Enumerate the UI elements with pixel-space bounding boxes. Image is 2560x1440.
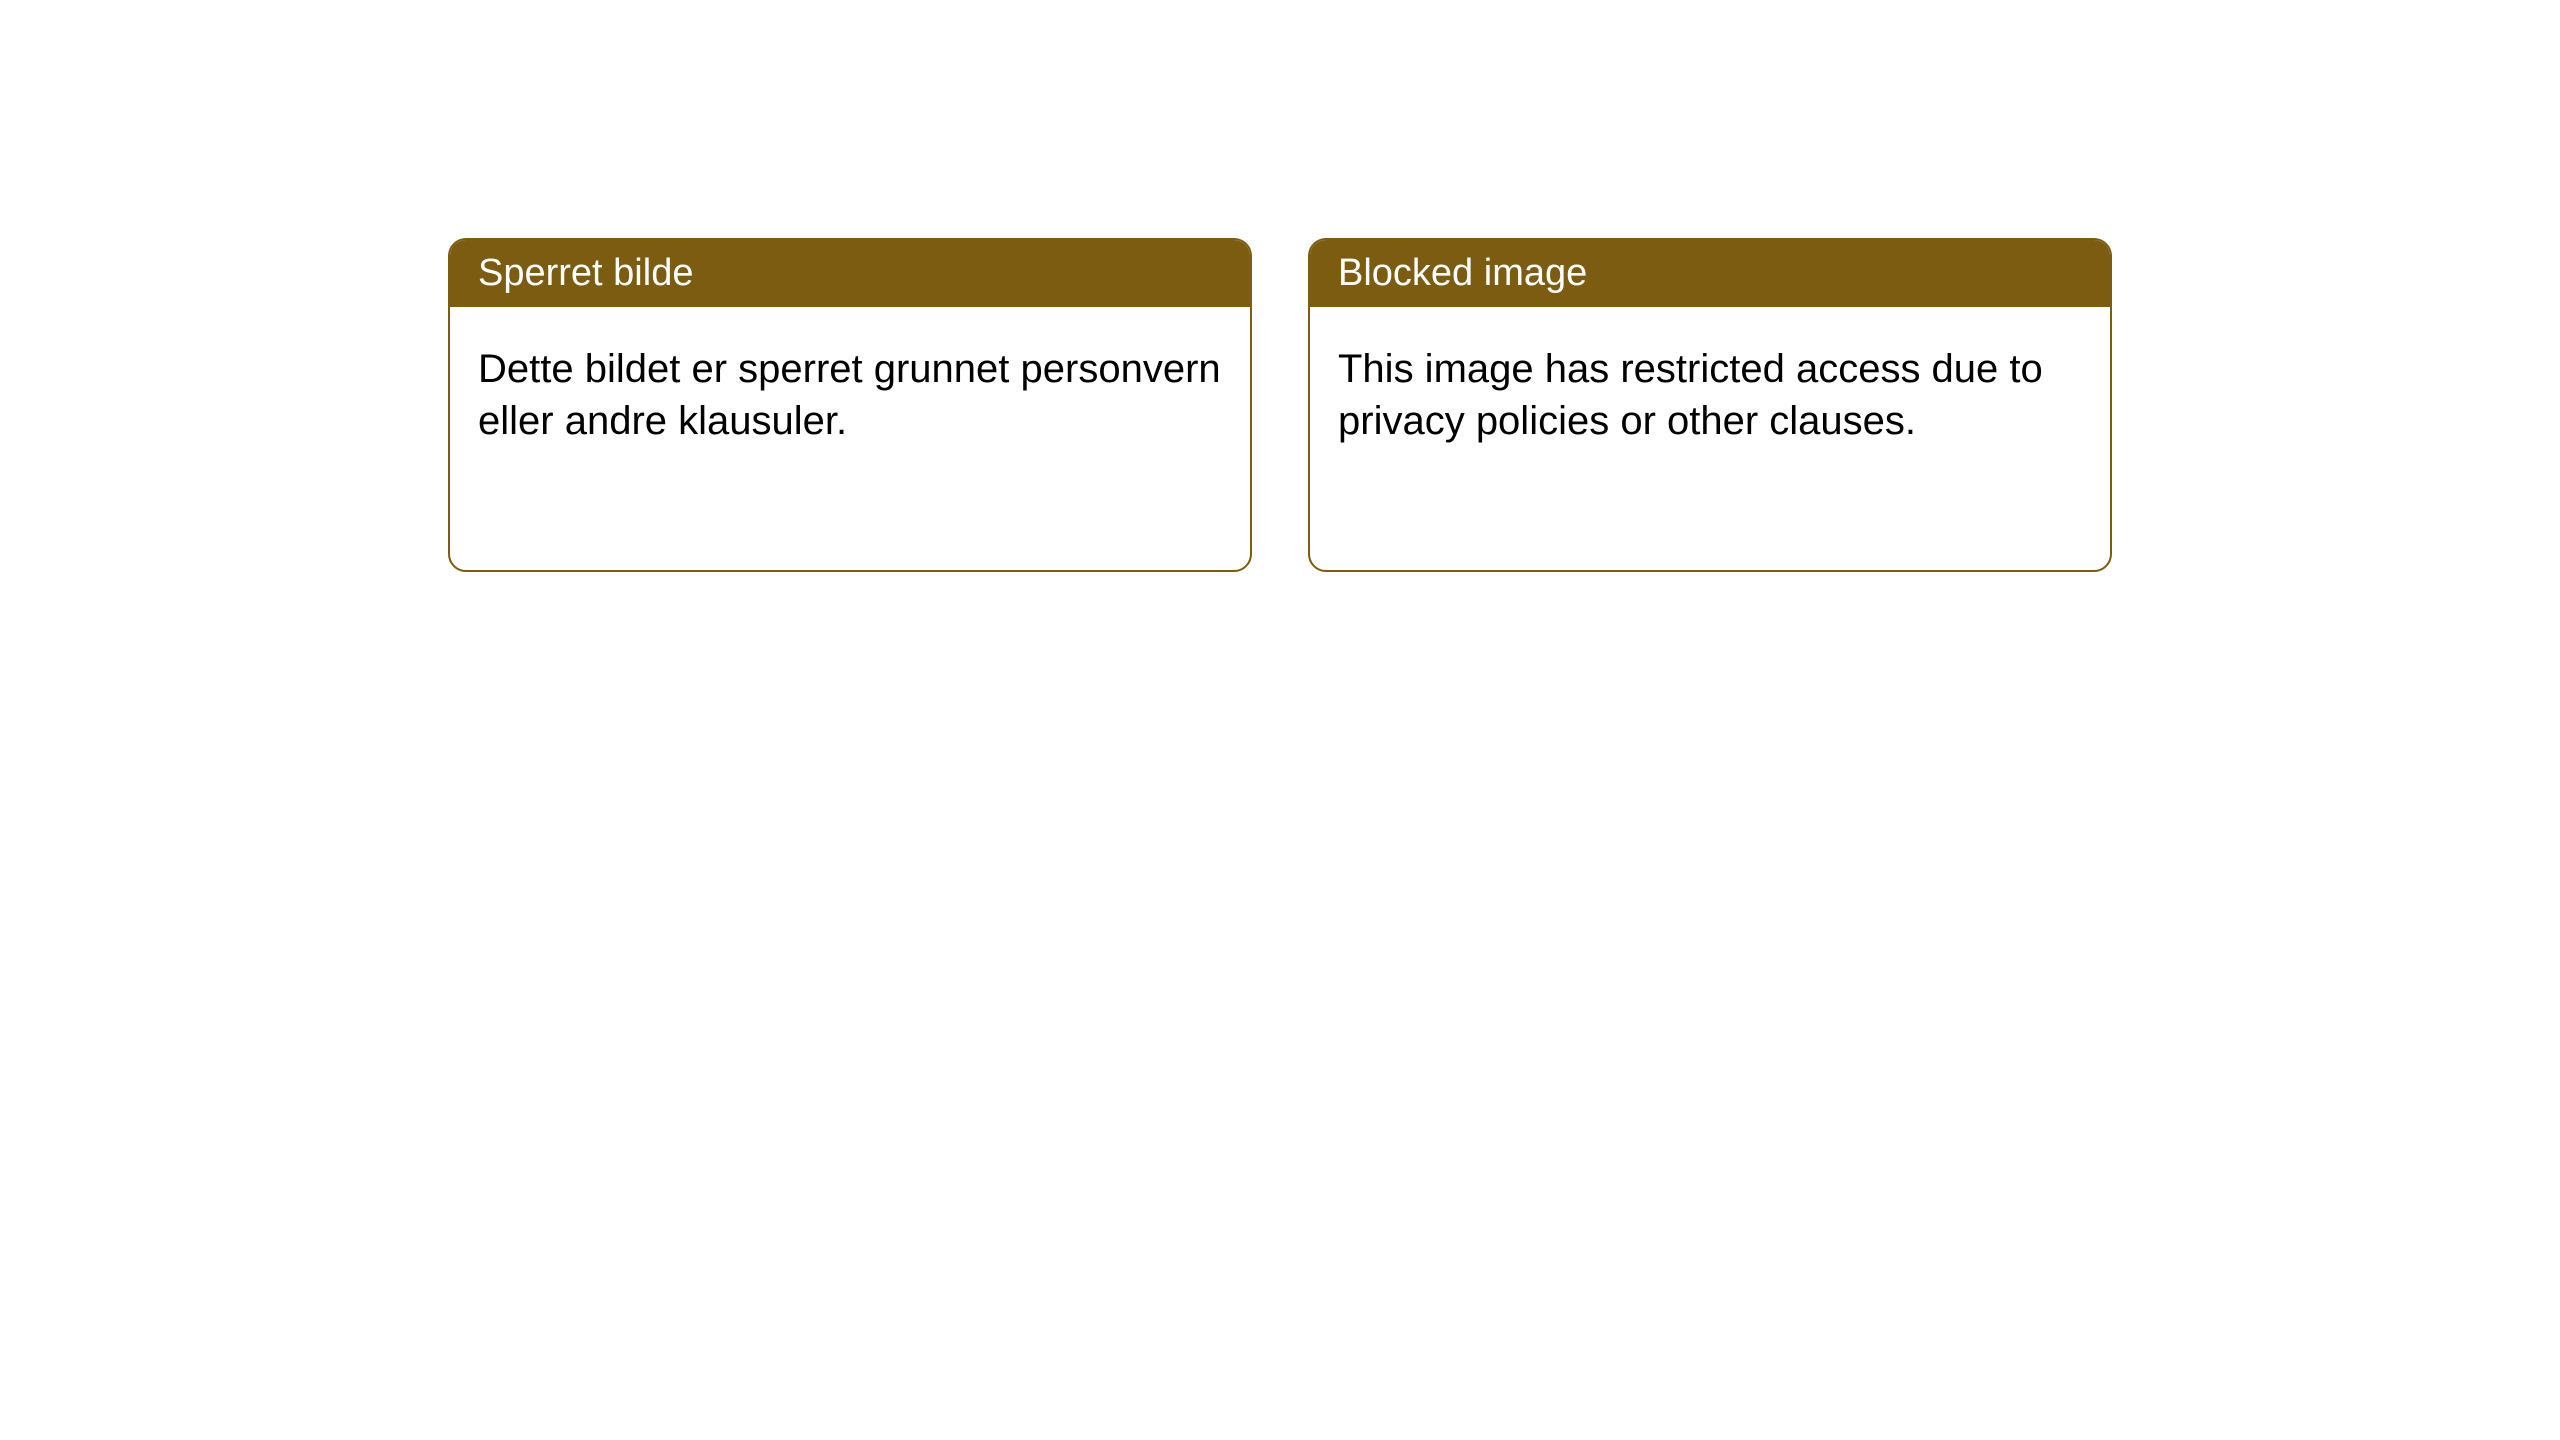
card-title: Blocked image (1338, 252, 1587, 294)
card-body-english: This image has restricted access due to … (1310, 307, 2110, 483)
card-body-text: Dette bildet er sperret grunnet personve… (478, 347, 1221, 443)
card-header-norwegian: Sperret bilde (450, 240, 1250, 307)
card-norwegian: Sperret bilde Dette bildet er sperret gr… (448, 238, 1252, 572)
card-header-english: Blocked image (1310, 240, 2110, 307)
card-english: Blocked image This image has restricted … (1308, 238, 2112, 572)
cards-container: Sperret bilde Dette bildet er sperret gr… (448, 238, 2112, 572)
card-title: Sperret bilde (478, 252, 693, 294)
card-body-text: This image has restricted access due to … (1338, 347, 2043, 443)
card-body-norwegian: Dette bildet er sperret grunnet personve… (450, 307, 1250, 483)
